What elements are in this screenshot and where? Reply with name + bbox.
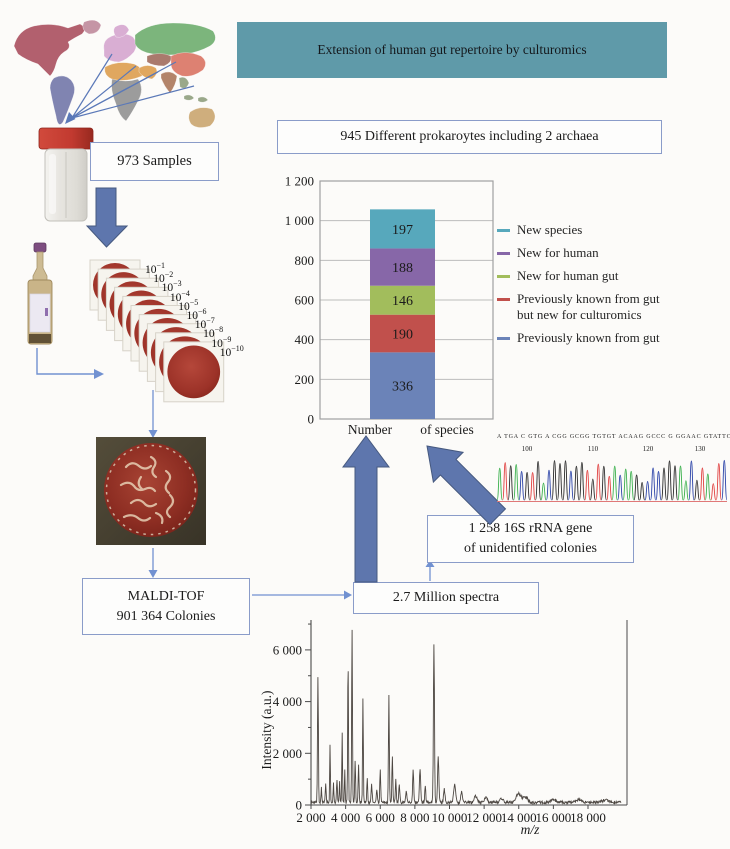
legend-swatch (497, 298, 510, 301)
spectra-count-box: 2.7 Million spectra (353, 582, 539, 614)
samples-count-box: 973 Samples (90, 142, 219, 181)
svg-text:of species: of species (420, 422, 474, 437)
title-banner: Extension of human gut repertoire by cul… (237, 22, 667, 78)
sequence-position-label: 120 (642, 445, 654, 453)
chromatogram-trace (497, 459, 727, 502)
culture-bottle-icon (27, 242, 53, 345)
svg-text:6 000: 6 000 (273, 642, 302, 657)
dilution-label: 10−5 (178, 297, 199, 313)
maldi-line1: MALDI-TOF (127, 588, 205, 604)
sequence-text: A TGA C GTG A CGG GCGG TGTGT ACAAG GCCC … (497, 434, 730, 440)
rrna-line2: of unidentified colonies (464, 541, 597, 556)
maldi-to-spectra-arrow (252, 590, 352, 600)
svg-text:400: 400 (295, 332, 315, 347)
dilution-label: 10−3 (161, 279, 182, 295)
sampling-arrows (71, 53, 195, 119)
svg-text:4 000: 4 000 (331, 810, 360, 825)
dilution-label: 10−6 (186, 307, 207, 322)
spectra-to-rrna-arrow (425, 560, 435, 581)
legend-swatch (497, 275, 510, 278)
legend-item: New for human (497, 245, 669, 261)
svg-text:16 000: 16 000 (536, 810, 572, 825)
legend-label: Previously known from gut (517, 330, 660, 345)
svg-text:146: 146 (392, 294, 413, 309)
sequence-position-label: 130 (694, 445, 706, 453)
svg-text:600: 600 (295, 293, 315, 308)
rrna-line1: 1 258 16S rRNA gene (468, 521, 593, 537)
maldi-line2: 901 364 Colonies (116, 608, 216, 624)
dilution-label: 10−4 (169, 288, 190, 304)
bottle-to-plates-arrow (36, 348, 104, 379)
svg-text:0: 0 (296, 798, 303, 813)
svg-text:10 000: 10 000 (432, 810, 468, 825)
chart-legend: New species New for human New for human gu… (497, 222, 669, 353)
big-diagonal-arrow-icon (426, 445, 507, 526)
stacked-bar-chart: 0 200 400 600 800 1 000 1 200 336 190 146 188 197 Nu… (285, 174, 494, 437)
svg-text:6 000: 6 000 (366, 810, 395, 825)
legend-item: New for human gut (497, 268, 669, 284)
legend-swatch (497, 252, 510, 255)
sequencing-chromatogram: A TGA C GTG A CGG GCGG TGTGT ACAAG GCCC … (497, 434, 730, 510)
spectra-count: 2.7 Million spectra (392, 590, 500, 606)
sample-tube-icon (38, 127, 94, 222)
svg-text:336: 336 (392, 380, 413, 395)
legend-swatch (497, 337, 510, 340)
banner-title: Extension of human gut repertoire by cul… (317, 42, 587, 57)
sequence-position-label: 100 (521, 445, 533, 453)
legend-label: New for human gut (517, 268, 619, 283)
dilution-plates-stack (89, 259, 225, 403)
svg-text:197: 197 (392, 223, 413, 238)
svg-text:12 000: 12 000 (466, 810, 502, 825)
dilution-label: 10−9 (211, 334, 232, 350)
spectrum-y-axis-label: Intensity (a.u.) (259, 690, 274, 770)
svg-text:14 000: 14 000 (501, 810, 537, 825)
legend-label: New for human (517, 245, 599, 260)
world-map (13, 19, 216, 128)
dish-to-maldi-arrow (148, 548, 158, 578)
legend-label: New species (517, 222, 583, 237)
legend-swatch (497, 229, 510, 232)
svg-text:4 000: 4 000 (273, 694, 302, 709)
dilution-label: 10−10 (219, 343, 244, 359)
svg-text:8 000: 8 000 (400, 810, 429, 825)
sequence-position-label: 110 (587, 445, 599, 453)
plates-to-dish-arrow (148, 390, 158, 438)
big-up-arrow-icon (342, 435, 390, 583)
maldi-box: MALDI-TOF 901 364 Colonies (82, 578, 250, 635)
prokaryotes-count: 945 Different prokaroytes including 2 ar… (340, 129, 599, 145)
dilution-label: 10−8 (203, 325, 224, 341)
dilution-label: 10−2 (153, 270, 174, 286)
svg-text:2 000: 2 000 (273, 746, 302, 761)
petri-dish-photo (96, 437, 206, 545)
big-down-arrow-icon (85, 187, 129, 248)
dilution-label: 10−1 (145, 261, 166, 276)
legend-item: Previously known from gut but new for cu… (497, 291, 669, 323)
dilution-label: 10−7 (194, 316, 215, 332)
svg-text:0: 0 (308, 412, 315, 427)
svg-text:188: 188 (392, 261, 413, 276)
spectrum-x-axis-label: m/z (520, 822, 540, 837)
svg-text:Number: Number (348, 422, 393, 437)
dilution-labels: 10−1 10−2 10−3 10−4 10−5 10−6 10−7 10−8 10−9 10−1… (145, 261, 265, 371)
svg-text:2 000: 2 000 (296, 810, 325, 825)
legend-label: Previously known from gut but new for cu… (517, 291, 660, 322)
samples-count: 973 Samples (117, 153, 192, 170)
svg-text:1 000: 1 000 (285, 213, 314, 228)
svg-text:1 200: 1 200 (285, 174, 314, 189)
sampling-arrowhead-icon (65, 112, 76, 124)
legend-item: New species (497, 222, 669, 238)
legend-item: Previously known from gut (497, 330, 669, 346)
svg-text:18 000: 18 000 (570, 810, 606, 825)
svg-text:190: 190 (392, 328, 413, 343)
rrna-box: 1 258 16S rRNA gene of unidentified colo… (427, 515, 634, 563)
svg-text:800: 800 (295, 253, 315, 268)
svg-text:200: 200 (295, 372, 315, 387)
prokaryotes-count-box: 945 Different prokaroytes including 2 ar… (277, 120, 662, 154)
